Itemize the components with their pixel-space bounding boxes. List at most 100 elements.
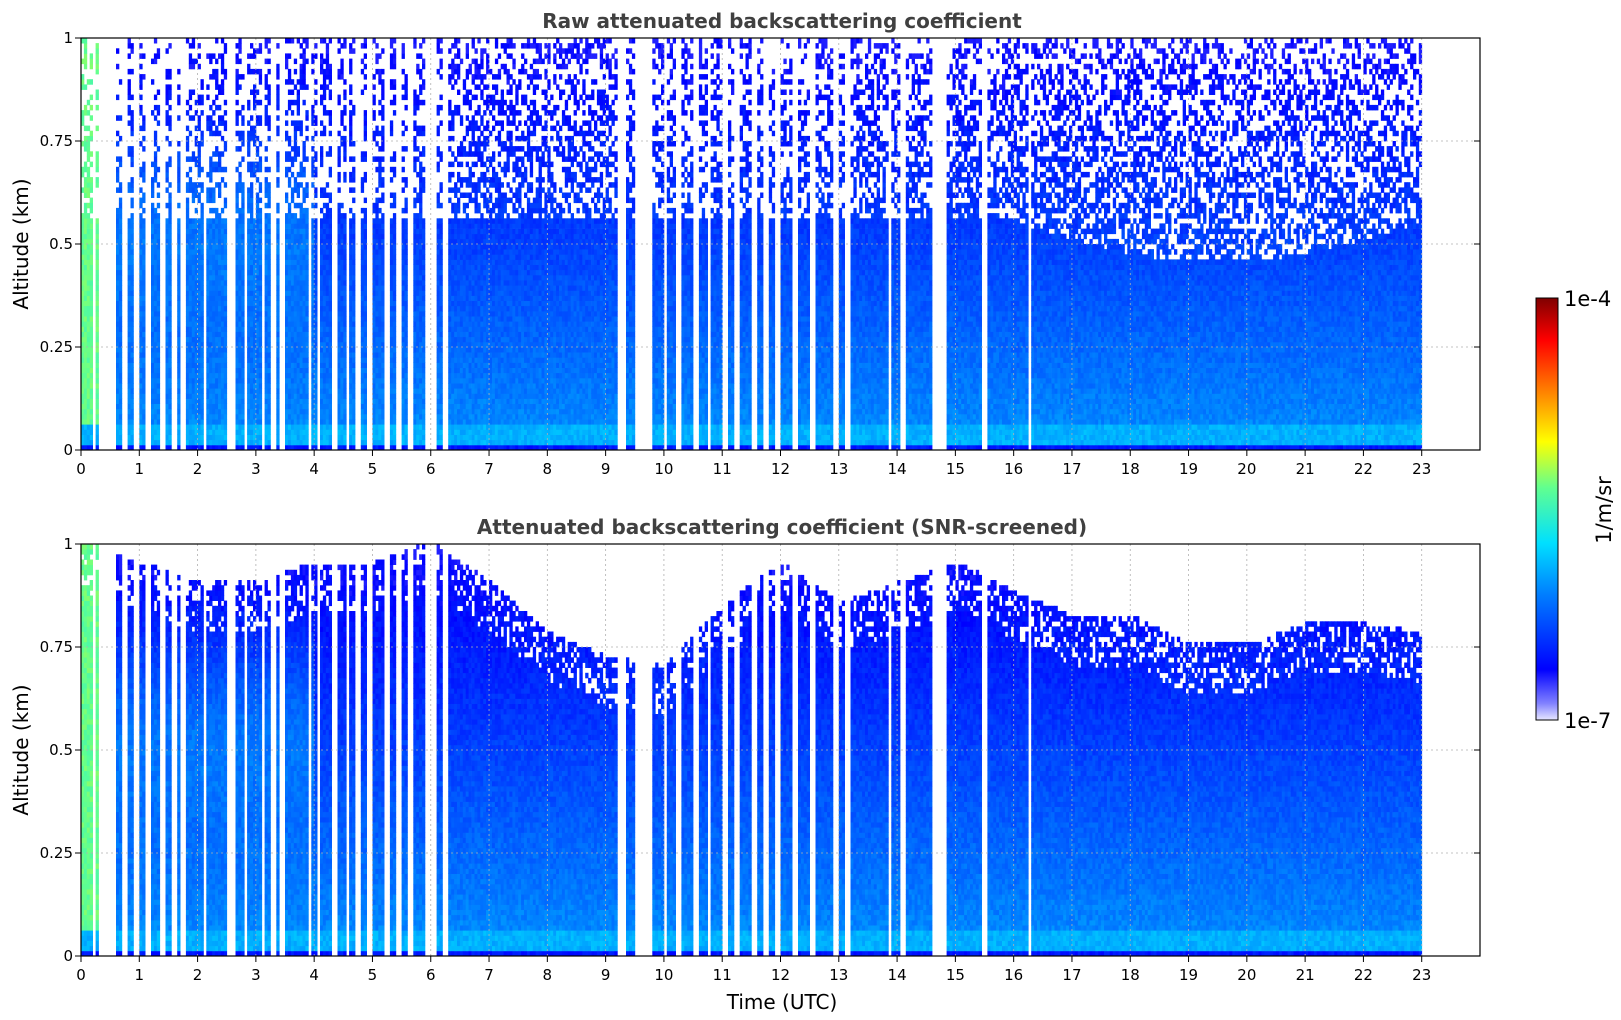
- heatmap-cell: [131, 213, 134, 219]
- heatmap-cell: [168, 316, 171, 322]
- heatmap-cell: [116, 95, 119, 101]
- heatmap-cell: [166, 254, 169, 260]
- heatmap-cell: [116, 337, 119, 343]
- heatmap-cell: [131, 326, 134, 332]
- heatmap-cell: [90, 404, 93, 410]
- heatmap-cell: [119, 280, 122, 286]
- heatmap-cell: [116, 48, 119, 54]
- heatmap-cell: [90, 290, 93, 296]
- heatmap-cell: [128, 373, 131, 379]
- heatmap-cell: [116, 234, 119, 240]
- heatmap-cell: [139, 357, 142, 363]
- heatmap-cell: [90, 270, 93, 276]
- heatmap-cell: [84, 275, 87, 281]
- heatmap-cell: [131, 265, 134, 271]
- heatmap-cell: [84, 424, 87, 430]
- heatmap-cell: [128, 69, 131, 75]
- heatmap-cell: [119, 435, 122, 441]
- heatmap-cell: [168, 357, 171, 363]
- heatmap-cell: [151, 362, 154, 368]
- heatmap-cell: [128, 388, 131, 394]
- heatmap-cell: [177, 393, 180, 399]
- heatmap-cell: [168, 419, 171, 425]
- heatmap-cell: [154, 362, 157, 368]
- heatmap-cell: [96, 59, 99, 65]
- heatmap-cell: [166, 84, 169, 90]
- heatmap-cell: [84, 187, 87, 193]
- heatmap-cell: [119, 368, 122, 374]
- heatmap-cell: [166, 95, 169, 101]
- heatmap-cell: [139, 419, 142, 425]
- heatmap-cell: [116, 187, 119, 193]
- heatmap-cell: [154, 337, 157, 343]
- heatmap-cell: [119, 326, 122, 332]
- heatmap-cell: [128, 254, 131, 260]
- heatmap-cell: [84, 141, 87, 147]
- heatmap-cell: [116, 265, 119, 271]
- heatmap-cell: [90, 440, 93, 446]
- heatmap-cell: [139, 213, 142, 219]
- heatmap-cell: [87, 182, 90, 188]
- heatmap-cell: [142, 362, 145, 368]
- heatmap-cell: [157, 213, 160, 219]
- heatmap-cell: [84, 332, 87, 338]
- heatmap-cell: [154, 105, 157, 111]
- heatmap-cell: [87, 429, 90, 435]
- heatmap-cell: [96, 95, 99, 101]
- heatmap-cell: [119, 424, 122, 430]
- heatmap-cell: [154, 296, 157, 302]
- heatmap-cell: [154, 368, 157, 374]
- heatmap-cell: [151, 301, 154, 307]
- heatmap-cell: [119, 270, 122, 276]
- heatmap-cell: [119, 79, 122, 85]
- heatmap-cell: [154, 280, 157, 286]
- heatmap-cell: [139, 74, 142, 80]
- heatmap-cell: [154, 254, 157, 260]
- heatmap-cell: [157, 440, 160, 446]
- heatmap-cell: [96, 151, 99, 157]
- heatmap-cell: [139, 383, 142, 389]
- heatmap-cell: [87, 100, 90, 106]
- heatmap-cell: [87, 270, 90, 276]
- heatmap-cell: [168, 84, 171, 90]
- heatmap-cell: [119, 342, 122, 348]
- heatmap-cell: [84, 290, 87, 296]
- heatmap-cell: [166, 244, 169, 250]
- heatmap-cell: [151, 239, 154, 245]
- heatmap-cell: [151, 193, 154, 199]
- heatmap-cell: [154, 290, 157, 296]
- heatmap-cell: [139, 352, 142, 358]
- heatmap-cell: [90, 265, 93, 271]
- heatmap-cell: [90, 136, 93, 142]
- heatmap-cell: [151, 265, 154, 271]
- heatmap-cell: [128, 332, 131, 338]
- heatmap-cell: [96, 285, 99, 291]
- heatmap-cell: [154, 399, 157, 405]
- heatmap-cell: [142, 115, 145, 121]
- heatmap-cell: [96, 218, 99, 224]
- heatmap-cell: [168, 249, 171, 255]
- heatmap-cell: [96, 414, 99, 420]
- heatmap-cell: [131, 126, 134, 132]
- heatmap-cell: [154, 326, 157, 332]
- heatmap-cell: [157, 311, 160, 317]
- heatmap-cell: [154, 208, 157, 214]
- heatmap-cell: [151, 368, 154, 374]
- heatmap-cell: [96, 368, 99, 374]
- heatmap-cell: [128, 105, 131, 111]
- heatmap-cell: [151, 393, 154, 399]
- heatmap-cell: [128, 290, 131, 296]
- heatmap-cell: [96, 337, 99, 343]
- heatmap-cell: [154, 162, 157, 168]
- heatmap-cell: [168, 290, 171, 296]
- heatmap-cell: [151, 218, 154, 224]
- heatmap-cell: [128, 79, 131, 85]
- heatmap-cell: [157, 424, 160, 430]
- heatmap-cell: [168, 275, 171, 281]
- heatmap-cell: [96, 316, 99, 322]
- heatmap-cell: [131, 146, 134, 152]
- heatmap-cell: [131, 399, 134, 405]
- heatmap-cell: [116, 362, 119, 368]
- heatmap-cell: [139, 187, 142, 193]
- heatmap-cell: [131, 115, 134, 121]
